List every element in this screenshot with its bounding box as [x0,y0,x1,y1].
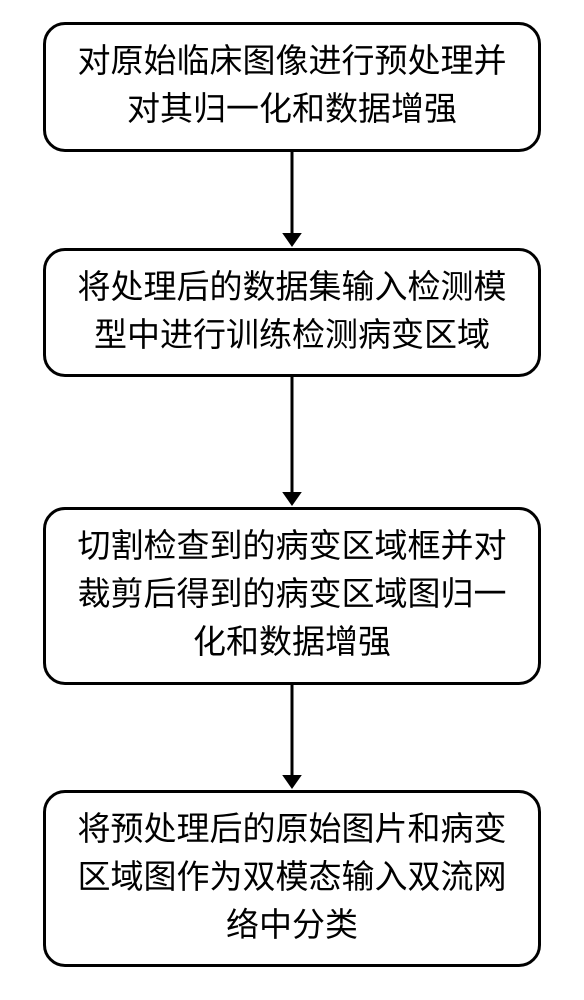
arrow-3-to-4 [272,685,312,790]
flow-node-3: 切割检查到的病变区域框并对裁剪后得到的病变区域图归一化和数据增强 [43,507,541,685]
arrow-1-to-2 [272,152,312,248]
flow-node-2: 将处理后的数据集输入检测模型中进行训练检测病变区域 [43,248,541,378]
flow-node-4: 将预处理后的原始图片和病变区域图作为双模态输入双流网络中分类 [43,790,541,968]
arrow-2-to-3 [272,377,312,507]
flow-node-1: 对原始临床图像进行预处理并对其归一化和数据增强 [43,22,541,152]
flowchart-container: 对原始临床图像进行预处理并对其归一化和数据增强 将处理后的数据集输入检测模型中进… [42,22,542,967]
